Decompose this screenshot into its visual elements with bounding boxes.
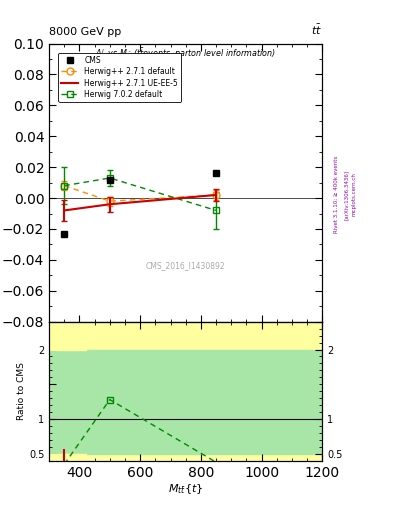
- Text: mcplots.cern.ch: mcplots.cern.ch: [351, 173, 356, 217]
- Text: 8000 GeV pp: 8000 GeV pp: [49, 27, 121, 37]
- Text: Rivet 3.1.10; ≥ 400k events: Rivet 3.1.10; ≥ 400k events: [334, 156, 338, 233]
- Text: CMS_2016_I1430892: CMS_2016_I1430892: [146, 262, 226, 270]
- Legend: CMS, Herwig++ 2.7.1 default, Herwig++ 2.7.1 UE-EE-5, Herwig 7.0.2 default: CMS, Herwig++ 2.7.1 default, Herwig++ 2.…: [59, 53, 181, 102]
- Y-axis label: Ratio to CMS: Ratio to CMS: [17, 362, 26, 420]
- Text: $A_C^l$ vs $M_{t\bar{t}}$ ($t\bar{t}$events, parton level information): $A_C^l$ vs $M_{t\bar{t}}$ ($t\bar{t}$eve…: [95, 46, 276, 61]
- Text: $t\bar{t}$: $t\bar{t}$: [311, 23, 322, 37]
- X-axis label: $M_{t\bar{t}}\{t\}$: $M_{t\bar{t}}\{t\}$: [168, 482, 203, 496]
- Text: [arXiv:1306.3436]: [arXiv:1306.3436]: [343, 169, 348, 220]
